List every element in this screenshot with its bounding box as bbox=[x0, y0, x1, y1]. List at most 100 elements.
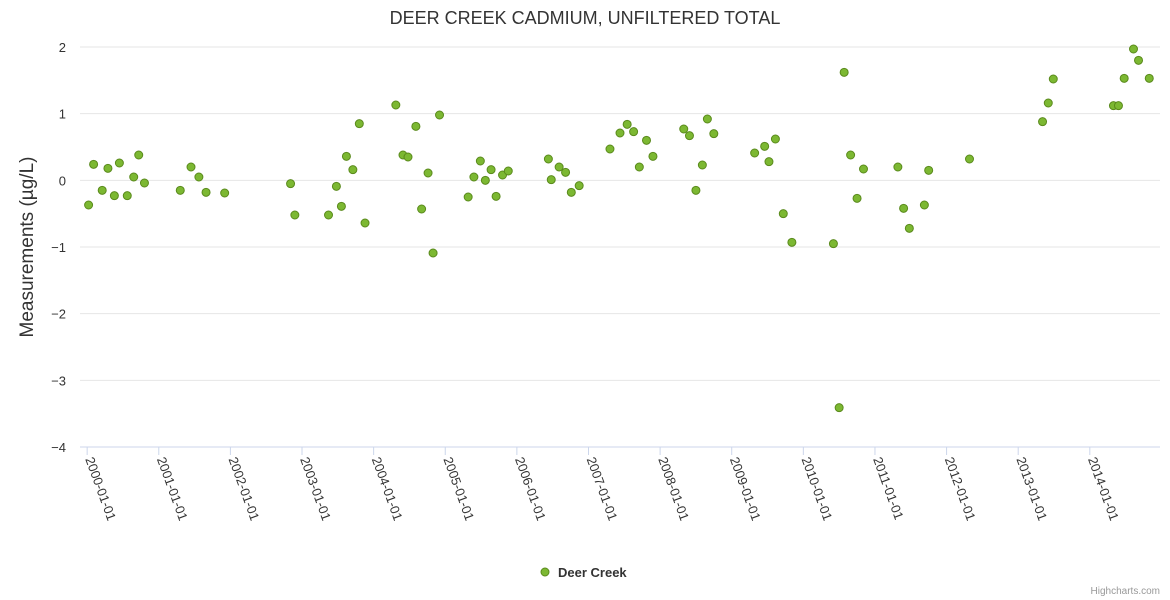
data-point[interactable] bbox=[331, 181, 341, 191]
data-point[interactable] bbox=[1129, 44, 1139, 54]
data-point[interactable] bbox=[1043, 98, 1053, 108]
data-point[interactable] bbox=[360, 218, 370, 228]
data-point[interactable] bbox=[324, 210, 334, 220]
data-point[interactable] bbox=[417, 204, 427, 214]
data-point[interactable] bbox=[428, 248, 438, 258]
data-point[interactable] bbox=[839, 67, 849, 77]
data-point[interactable] bbox=[893, 162, 903, 172]
data-point[interactable] bbox=[89, 159, 99, 169]
data-point[interactable] bbox=[919, 200, 929, 210]
data-point[interactable] bbox=[697, 160, 707, 170]
data-point[interactable] bbox=[787, 237, 797, 247]
data-point[interactable] bbox=[615, 128, 625, 138]
data-point[interactable] bbox=[834, 403, 844, 413]
x-tick-label: 2002-01-01 bbox=[226, 455, 263, 523]
data-point[interactable] bbox=[491, 191, 501, 201]
data-point[interactable] bbox=[904, 223, 914, 233]
data-point[interactable] bbox=[286, 179, 296, 189]
data-point[interactable] bbox=[480, 175, 490, 185]
data-point[interactable] bbox=[622, 119, 632, 129]
data-point[interactable] bbox=[605, 144, 615, 154]
x-tick-label: 2011-01-01 bbox=[870, 455, 907, 522]
data-point[interactable] bbox=[770, 134, 780, 144]
data-point[interactable] bbox=[348, 165, 358, 175]
data-point[interactable] bbox=[684, 131, 694, 141]
data-point[interactable] bbox=[574, 181, 584, 191]
y-tick-label: 1 bbox=[59, 107, 66, 122]
data-point[interactable] bbox=[546, 175, 556, 185]
data-point[interactable] bbox=[486, 165, 496, 175]
data-point[interactable] bbox=[852, 193, 862, 203]
data-point[interactable] bbox=[641, 135, 651, 145]
data-point[interactable] bbox=[122, 191, 132, 201]
data-point[interactable] bbox=[84, 200, 94, 210]
data-point[interactable] bbox=[391, 100, 401, 110]
data-point[interactable] bbox=[411, 121, 421, 131]
data-point[interactable] bbox=[964, 154, 974, 164]
data-point[interactable] bbox=[679, 124, 689, 134]
data-point[interactable] bbox=[561, 167, 571, 177]
data-point[interactable] bbox=[1113, 101, 1123, 111]
data-point[interactable] bbox=[691, 185, 701, 195]
x-tick-label: 2010-01-01 bbox=[799, 455, 836, 523]
data-point[interactable] bbox=[1038, 117, 1048, 127]
data-point[interactable] bbox=[554, 162, 564, 172]
data-point[interactable] bbox=[503, 166, 513, 176]
data-point[interactable] bbox=[702, 114, 712, 124]
data-point[interactable] bbox=[341, 151, 351, 161]
data-point[interactable] bbox=[764, 157, 774, 167]
data-point[interactable] bbox=[846, 150, 856, 160]
data-point[interactable] bbox=[139, 178, 149, 188]
data-point[interactable] bbox=[566, 187, 576, 197]
x-tick-label: 2008-01-01 bbox=[655, 455, 692, 523]
x-tick-label: 2003-01-01 bbox=[297, 455, 334, 523]
data-point[interactable] bbox=[129, 172, 139, 182]
x-tick-label: 2004-01-01 bbox=[369, 455, 406, 523]
data-point[interactable] bbox=[1119, 73, 1129, 83]
data-point[interactable] bbox=[423, 168, 433, 178]
data-point[interactable] bbox=[709, 129, 719, 139]
data-point[interactable] bbox=[97, 185, 107, 195]
legend-marker[interactable] bbox=[540, 567, 550, 577]
data-point[interactable] bbox=[648, 151, 658, 161]
data-point[interactable] bbox=[336, 201, 346, 211]
data-point[interactable] bbox=[924, 165, 934, 175]
credits-link[interactable]: Highcharts.com bbox=[1091, 586, 1160, 597]
data-point[interactable] bbox=[186, 162, 196, 172]
data-point[interactable] bbox=[435, 110, 445, 120]
y-tick-label: 0 bbox=[59, 173, 66, 188]
data-point[interactable] bbox=[760, 141, 770, 151]
data-point[interactable] bbox=[629, 127, 639, 137]
data-point[interactable] bbox=[634, 162, 644, 172]
data-point[interactable] bbox=[354, 119, 364, 129]
x-tick-label: 2000-01-01 bbox=[82, 455, 119, 523]
data-point[interactable] bbox=[469, 172, 479, 182]
data-point[interactable] bbox=[750, 148, 760, 158]
y-tick-label: −1 bbox=[51, 240, 66, 255]
data-point[interactable] bbox=[109, 191, 119, 201]
data-point[interactable] bbox=[859, 164, 869, 174]
x-tick-label: 2014-01-01 bbox=[1085, 455, 1122, 523]
data-point[interactable] bbox=[828, 239, 838, 249]
legend-item-deer-creek[interactable]: Deer Creek bbox=[558, 565, 627, 580]
data-point[interactable] bbox=[134, 150, 144, 160]
data-point[interactable] bbox=[463, 192, 473, 202]
data-point[interactable] bbox=[220, 188, 230, 198]
data-point[interactable] bbox=[194, 172, 204, 182]
data-point[interactable] bbox=[403, 152, 413, 162]
data-point[interactable] bbox=[1134, 55, 1144, 65]
legend[interactable]: Deer Creek bbox=[540, 565, 627, 580]
data-point[interactable] bbox=[114, 158, 124, 168]
data-point[interactable] bbox=[290, 210, 300, 220]
data-points[interactable] bbox=[84, 44, 1154, 413]
x-axis: 2000-01-01 2001-01-01 2002-01-01 2003-01-01… bbox=[82, 447, 1122, 523]
data-point[interactable] bbox=[103, 163, 113, 173]
data-point[interactable] bbox=[201, 187, 211, 197]
data-point[interactable] bbox=[1144, 73, 1154, 83]
data-point[interactable] bbox=[475, 156, 485, 166]
data-point[interactable] bbox=[1048, 74, 1058, 84]
data-point[interactable] bbox=[175, 185, 185, 195]
data-point[interactable] bbox=[543, 154, 553, 164]
data-point[interactable] bbox=[899, 203, 909, 213]
data-point[interactable] bbox=[778, 209, 788, 219]
